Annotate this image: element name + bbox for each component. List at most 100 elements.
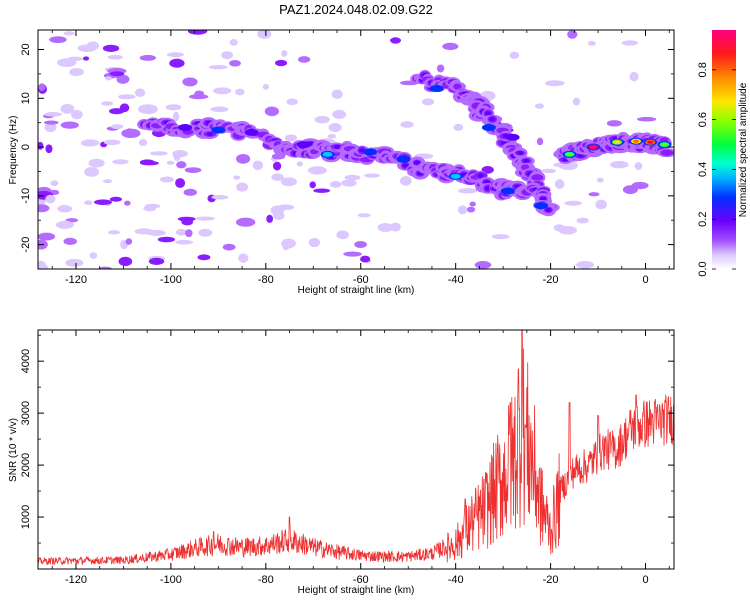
spectrogram-cell xyxy=(38,232,56,241)
spectrogram-cell xyxy=(517,150,524,155)
spectrogram-cell xyxy=(331,89,343,99)
spectrogram-cell xyxy=(175,178,186,188)
y-tick-label: 10 xyxy=(20,92,32,104)
x-tick-label: 0 xyxy=(642,274,648,286)
spectrogram-cell xyxy=(587,40,596,46)
spectrogram-cell xyxy=(390,37,401,44)
spectrogram-cell xyxy=(436,64,445,73)
spectrogram-cell xyxy=(307,166,327,175)
spectrogram-cell xyxy=(280,177,298,187)
spectrogram-cell xyxy=(564,200,582,206)
y-tick-label: -10 xyxy=(20,188,32,204)
spectrogram-cell xyxy=(509,51,520,59)
spectrogram-cell xyxy=(44,122,57,133)
spectrogram-cell xyxy=(360,255,371,263)
spectrogram-cell xyxy=(105,76,113,81)
spectrogram-cell xyxy=(98,266,112,269)
spectrogram-cell xyxy=(43,112,63,117)
spectrogram-cell xyxy=(400,175,412,186)
colorbar-tick-label: 0.2 xyxy=(697,212,709,227)
spectrogram-cell xyxy=(634,162,643,171)
spectrogram-frame xyxy=(37,29,675,270)
x-tick-label: -60 xyxy=(353,574,369,586)
y-tick-label: 3000 xyxy=(20,401,32,425)
spectrogram-cell xyxy=(364,173,381,178)
snr-x-axis-label: Height of straight line (km) xyxy=(298,585,415,596)
spectrogram-cell xyxy=(139,159,155,166)
x-tick-label: -40 xyxy=(448,574,464,586)
spectrogram-cell xyxy=(229,59,241,67)
spectrogram-cell xyxy=(457,205,468,215)
spectrogram-cell xyxy=(117,94,136,100)
x-tick-label: -100 xyxy=(160,574,182,586)
spectrogram-cell xyxy=(431,86,442,92)
spectrogram-cell xyxy=(208,65,228,70)
spectrogram-cell xyxy=(402,163,409,168)
spectrogram-cell xyxy=(453,83,462,90)
y-tick-label: 20 xyxy=(20,43,32,55)
spectrogram-cell xyxy=(341,179,357,187)
chart-title: PAZ1.2024.048.02.09.G22 xyxy=(279,2,433,17)
spectrogram-cell xyxy=(84,167,100,177)
spectrogram-cell xyxy=(210,106,229,113)
spectrogram-cell xyxy=(554,179,565,189)
spectrogram-cell xyxy=(125,128,133,138)
spectrogram-cell xyxy=(185,229,193,238)
spectrogram-cell xyxy=(77,44,97,52)
spectrogram-cell xyxy=(576,217,589,224)
y-tick-label: 0 xyxy=(20,144,32,150)
spectrogram-cell xyxy=(272,161,282,171)
spectrogram-cell xyxy=(175,228,187,236)
spectrogram-cell xyxy=(398,156,409,162)
colorbar-tick-label: 0.4 xyxy=(697,162,709,177)
spectrogram-cell xyxy=(354,240,367,249)
x-tick-label: -120 xyxy=(65,574,87,586)
spectrogram-cell xyxy=(266,214,274,223)
colorbar-ticks: 0.0 0.2 0.4 0.6 0.8 xyxy=(697,62,736,277)
spectrogram-cell xyxy=(57,205,73,213)
spectrogram-cell xyxy=(309,181,316,189)
spectrogram-cell xyxy=(298,142,309,148)
snr-ticks: -120 -100 -80 -60 -40 -20 0 1000 2000 3000 4000 xyxy=(20,330,674,586)
spectrogram-cell xyxy=(343,251,362,257)
spectrogram-cell xyxy=(507,134,518,140)
x-tick-label: -80 xyxy=(258,574,274,586)
spectrogram-cell xyxy=(197,254,211,261)
spectrogram-cell xyxy=(390,222,401,232)
spectrogram-cell xyxy=(221,51,234,60)
spectrogram-cell xyxy=(55,220,74,229)
colorbar-tick-label: 0.0 xyxy=(697,261,709,276)
spectrogram-cell xyxy=(101,101,114,106)
spectrogram-cell xyxy=(65,258,84,267)
spectrogram-cell xyxy=(474,261,492,269)
spectrogram-cell xyxy=(609,160,629,169)
spectrogram-cell xyxy=(43,120,59,125)
spectrogram-cell xyxy=(63,31,75,36)
spectrogram-cell xyxy=(80,139,100,147)
spectrogram-heatmap xyxy=(38,30,674,269)
spectrogram-cell xyxy=(296,161,303,167)
spectrogram-cell xyxy=(109,196,123,202)
spectrogram-cell xyxy=(56,58,77,68)
spectrogram-cell xyxy=(595,199,607,210)
spectrogram-cell xyxy=(181,218,194,226)
spectrogram-cell xyxy=(277,204,295,211)
spectrogram-cell xyxy=(138,104,158,115)
spectrogram-cell xyxy=(297,56,311,63)
spectrogram-cell xyxy=(357,213,371,218)
spectrogram-cell xyxy=(327,134,337,139)
spectrogram-cell xyxy=(483,125,494,131)
spectrogram-cell xyxy=(545,207,552,212)
x-tick-label: -100 xyxy=(160,274,182,286)
spectrogram-cell xyxy=(198,228,213,237)
spectrogram-cell xyxy=(544,80,565,87)
spectrogram-cell xyxy=(647,140,654,144)
spectrogram-cell xyxy=(262,83,269,90)
spectrogram-cell xyxy=(588,192,600,197)
spectrogram-cell xyxy=(421,98,435,106)
spectrogram-cell xyxy=(264,106,280,117)
spectrogram-cell xyxy=(112,159,129,165)
spectrogram-cell xyxy=(175,239,194,245)
snr-panel: -120 -100 -80 -60 -40 -20 0 1000 2000 3000 4000 He… xyxy=(8,329,675,596)
